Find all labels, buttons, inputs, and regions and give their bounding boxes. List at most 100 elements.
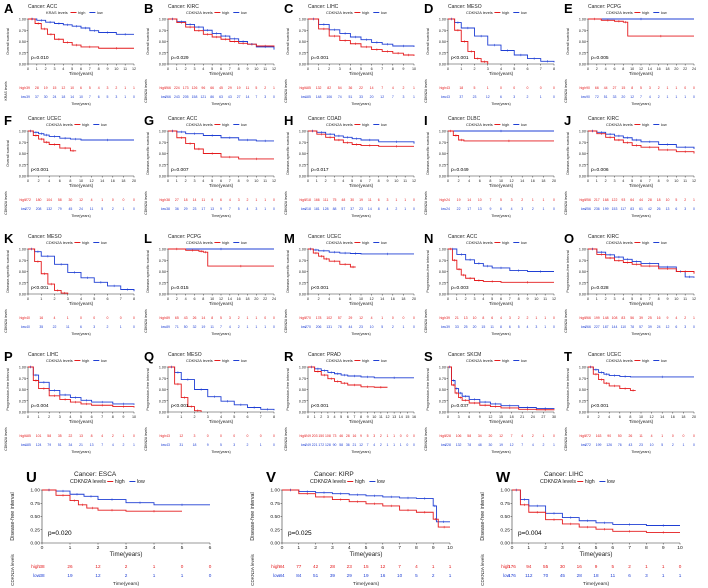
- risk-high-count: 90: [607, 434, 611, 438]
- legend-low-label: low: [241, 358, 247, 363]
- y-axis-label: Disease-specific survival: [145, 132, 150, 175]
- risk-low-count: 6: [500, 207, 502, 211]
- x-tick-label: 0: [587, 415, 589, 419]
- risk-row-low-label: low: [301, 325, 307, 329]
- legend-high-label: high: [222, 358, 229, 363]
- y-axis-label: Disease-free interval: [250, 492, 256, 540]
- risk-low-count: 22: [53, 325, 57, 329]
- x-axis-label: Time(years): [350, 551, 383, 558]
- y-tick-label: 0.75: [159, 377, 166, 381]
- risk-low-count: 132: [456, 443, 462, 447]
- risk-high-count: 42: [313, 564, 319, 569]
- y-tick-label: 0.50: [30, 514, 40, 520]
- x-tick-label: 8: [238, 179, 240, 183]
- panel-letter: G: [144, 113, 154, 128]
- risk-x-label: Time(years): [631, 332, 650, 336]
- y-tick-label: 0.00: [439, 411, 446, 415]
- x-tick-label: 18: [665, 67, 669, 71]
- x-tick-label: 2: [185, 179, 187, 183]
- x-tick-label: 0: [307, 415, 309, 419]
- risk-low-count: 39: [26, 95, 30, 99]
- risk-low-count: 4: [229, 325, 231, 329]
- risk-high-count: 1: [387, 434, 389, 438]
- y-axis-label: Disease-free interval: [480, 492, 486, 540]
- x-tick-label: 0: [447, 415, 449, 419]
- y-tick-label: 0.25: [159, 281, 166, 285]
- y-tick-label: 0.75: [439, 377, 446, 381]
- x-tick-label: 8: [392, 67, 394, 71]
- x-tick-label: 8: [133, 297, 135, 301]
- risk-high-count: 30: [350, 198, 354, 202]
- x-axis-label: Time(years): [489, 301, 514, 306]
- risk-row-low-label: low: [301, 95, 307, 99]
- risk-high-count: 58: [467, 434, 471, 438]
- risk-row-low-label: low: [33, 573, 41, 578]
- x-tick-label: 9: [386, 179, 388, 183]
- y-tick-label: 0.25: [439, 51, 446, 55]
- km-curve-low: [308, 18, 415, 47]
- x-tick-label: 1: [460, 67, 462, 71]
- risk-row-low-label: low: [161, 443, 167, 447]
- risk-high-count: 58: [58, 198, 62, 202]
- x-tick-label: 16: [111, 179, 115, 183]
- km-curve-high: [168, 366, 202, 412]
- risk-low-count: 72: [595, 95, 599, 99]
- risk-high-count: 5: [640, 86, 642, 90]
- legend-low-label: low: [241, 122, 247, 127]
- p-value: p=0.001: [311, 55, 329, 61]
- risk-high-count: 4: [521, 434, 523, 438]
- y-tick-label: 1.00: [299, 366, 306, 370]
- risk-x-label: Time(years): [631, 214, 650, 218]
- x-tick-label: 11: [379, 415, 383, 419]
- x-tick-label: 7: [89, 67, 91, 71]
- x-axis-label: Time(years): [209, 301, 234, 306]
- risk-low-count: 20: [621, 95, 625, 99]
- x-tick-label: 12: [370, 297, 374, 301]
- risk-high-count: 3: [238, 198, 240, 202]
- risk-low-count: 4: [527, 325, 529, 329]
- risk-high-count: 178: [316, 316, 322, 320]
- x-tick-label: 5: [211, 67, 213, 71]
- risk-row-high-label: high: [300, 316, 307, 320]
- km-curve-high: [588, 366, 636, 391]
- x-tick-label: 9: [246, 67, 248, 71]
- risk-low-count: 0: [693, 95, 695, 99]
- risk-low-count: 0: [413, 325, 415, 329]
- x-tick-label: 4: [80, 297, 82, 301]
- y-tick-label: 0.75: [439, 141, 446, 145]
- x-tick-label: 8: [622, 67, 624, 71]
- risk-row-low-label: low: [273, 573, 281, 578]
- risk-high-count: 0: [527, 86, 529, 90]
- risk-high-count: 1: [542, 434, 544, 438]
- risk-high-count: 150: [318, 434, 324, 438]
- risk-high-count: 1: [404, 198, 406, 202]
- x-tick-label: 10: [499, 179, 503, 183]
- risk-row-low-label: low: [441, 443, 447, 447]
- x-tick-label: 5: [595, 545, 598, 551]
- y-tick-label: 0.50: [19, 270, 26, 274]
- risk-high-count: 4: [371, 316, 373, 320]
- risk-low-count: 12: [95, 573, 101, 578]
- risk-high-count: 108: [612, 316, 618, 320]
- y-tick-label: 0.25: [19, 51, 26, 55]
- x-tick-label: 11: [683, 297, 687, 301]
- risk-low-count: 5: [107, 95, 109, 99]
- y-tick-label: 0.00: [19, 293, 26, 297]
- x-tick-label: 18: [245, 297, 249, 301]
- y-axis-label: Disease-specific survival: [565, 132, 570, 175]
- risk-row-high-label: high: [160, 198, 167, 202]
- risk-high-count: 1: [67, 316, 69, 320]
- risk-low-count: 2: [380, 443, 382, 447]
- risk-low-count: 5: [415, 573, 418, 578]
- risk-low-count: 17: [201, 207, 205, 211]
- risk-x-label: Time(years): [353, 581, 380, 587]
- risk-high-count: 12: [359, 316, 363, 320]
- risk-high-count: 10: [666, 198, 670, 202]
- legend-title: CDKN2A levels: [540, 479, 576, 485]
- legend-title: CDKN2A levels: [466, 10, 493, 15]
- risk-high-count: 5: [367, 434, 369, 438]
- x-axis-label: Time(years): [110, 551, 143, 558]
- risk-low-count: 0: [553, 207, 555, 211]
- risk-low-count: 24: [446, 207, 450, 211]
- p-value: p=0.028: [591, 285, 609, 291]
